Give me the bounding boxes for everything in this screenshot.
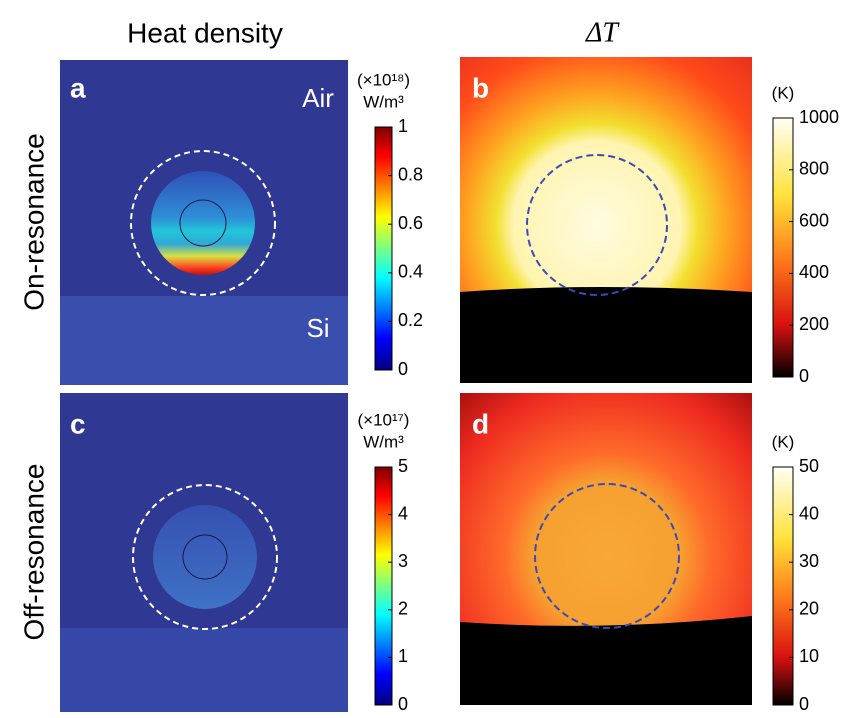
- colorbar-tick-label: 0: [398, 359, 408, 379]
- colorbar-tick-label: 5: [398, 456, 408, 476]
- panel-label: b: [472, 72, 489, 103]
- colorbar-tick-label: 50: [799, 456, 819, 476]
- annotation: Air: [302, 83, 334, 113]
- particle: [151, 171, 255, 275]
- colorbar-tick-label: 400: [799, 262, 829, 282]
- colorbar-tick-label: 30: [799, 551, 819, 571]
- annotation: Si: [306, 313, 329, 343]
- substrate: [60, 628, 348, 712]
- panel-label: d: [472, 408, 489, 439]
- colorbar-tick-label: 0.2: [398, 310, 423, 330]
- colorbar-tick-label: 40: [799, 503, 819, 523]
- colorbar-tick-label: 0: [398, 694, 408, 713]
- colorbar: [374, 466, 393, 706]
- colorbar-tick-label: 800: [799, 159, 829, 179]
- colorbar-tick-label: 0.6: [398, 213, 423, 233]
- colorbar: [374, 126, 393, 371]
- colorbar-tick-label: 200: [799, 314, 829, 334]
- colorbar-tick-label: 20: [799, 599, 819, 619]
- colorbar-unit: (×10¹⁸): [357, 70, 410, 89]
- row-label: Off-resonance: [18, 464, 49, 641]
- colorbar-tick-label: 0.8: [398, 164, 423, 184]
- colorbar: [772, 466, 794, 706]
- panel-label: a: [70, 72, 86, 103]
- colorbar-tick-label: 600: [799, 210, 829, 230]
- column-title: Heat density: [127, 17, 283, 48]
- dashed-outline: [130, 150, 276, 296]
- colorbar-tick-label: 0: [799, 366, 809, 386]
- colorbar-tick-label: 0.4: [398, 262, 423, 282]
- panel-b: [460, 57, 752, 383]
- core: [182, 534, 228, 580]
- panel-a: [60, 60, 348, 385]
- colorbar-tick-label: 1000: [799, 107, 839, 127]
- substrate: [460, 616, 752, 705]
- colorbar-unit: (K): [772, 432, 795, 451]
- colorbar-tick-label: 0: [799, 694, 809, 713]
- colorbar-tick-label: 1: [398, 116, 408, 136]
- dashed-outline: [526, 154, 668, 296]
- substrate: [460, 287, 752, 383]
- particle: [153, 505, 257, 609]
- colorbar-tick-label: 4: [398, 503, 408, 523]
- colorbar-tick-label: 2: [398, 599, 408, 619]
- panel-label: c: [70, 408, 86, 439]
- core: [179, 199, 227, 247]
- panel-d: [460, 393, 752, 705]
- colorbar-tick-label: 3: [398, 551, 408, 571]
- colorbar: [772, 117, 794, 378]
- dashed-outline: [534, 483, 680, 629]
- panel-c: [60, 393, 348, 712]
- dashed-outline: [132, 484, 278, 630]
- colorbar-unit: W/m³: [363, 432, 404, 451]
- colorbar-unit: (×10¹⁷): [358, 410, 410, 429]
- colorbar-tick-label: 1: [398, 646, 408, 666]
- column-title: ΔT: [585, 17, 620, 48]
- colorbar-unit: (K): [772, 83, 795, 102]
- substrate: [60, 296, 348, 385]
- row-label: On-resonance: [18, 133, 49, 310]
- colorbar-tick-label: 10: [799, 646, 819, 666]
- colorbar-unit: W/m³: [363, 92, 404, 111]
